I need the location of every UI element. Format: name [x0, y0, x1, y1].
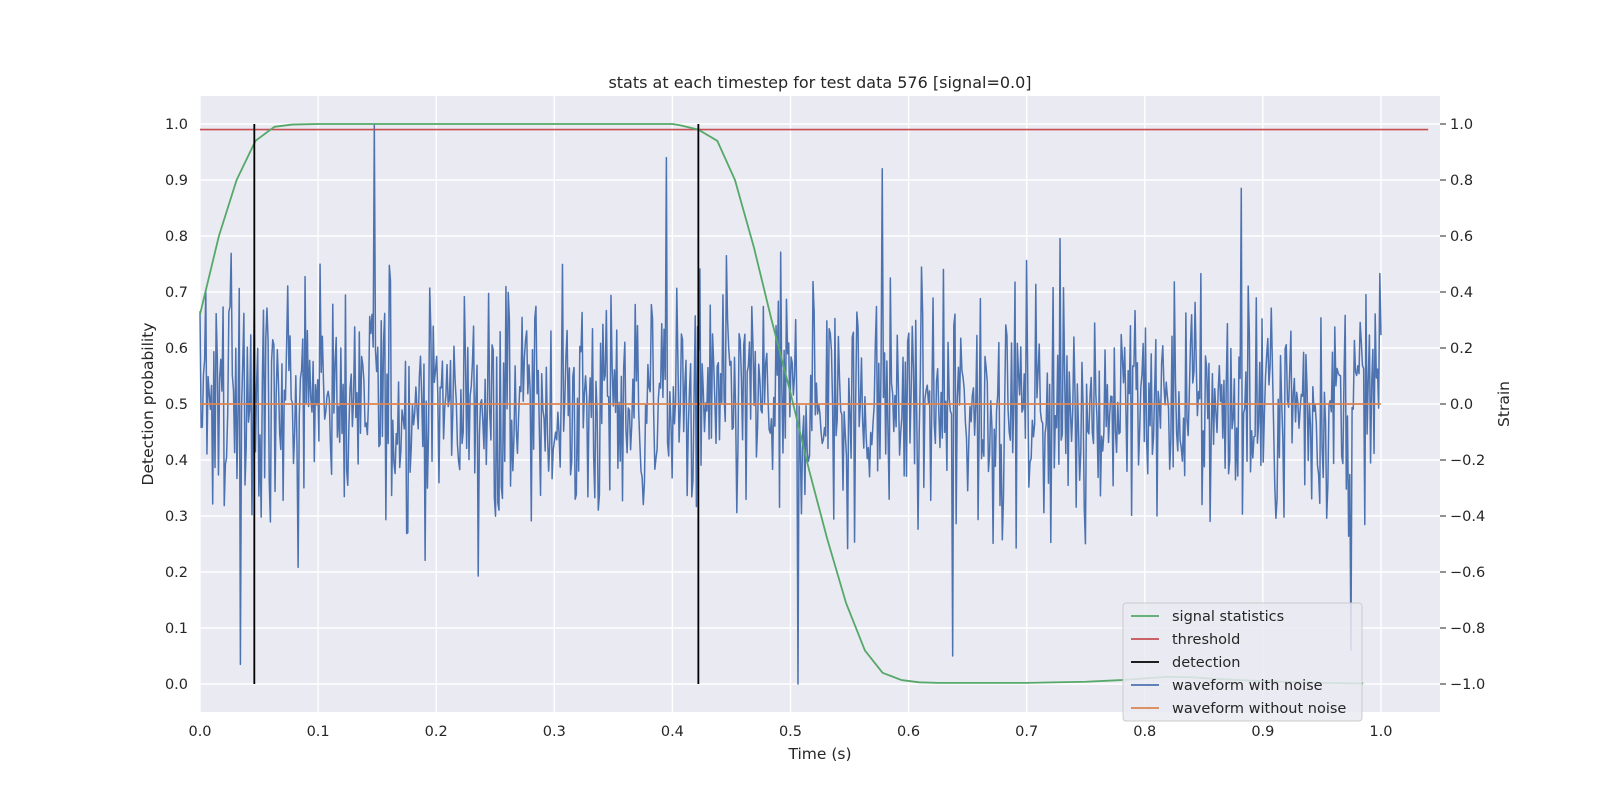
y-right-tick-label: −1.0: [1450, 677, 1485, 693]
x-tick-label: 0.8: [1133, 724, 1156, 740]
y-right-tick-label: −0.2: [1450, 453, 1485, 469]
y-tick-label: 0.7: [165, 285, 188, 301]
y-tick-label: 0.5: [165, 397, 188, 413]
y-right-tick-label: 0.0: [1450, 397, 1473, 413]
y-axis-right-label: Strain: [1495, 381, 1513, 427]
chart-title: stats at each timestep for test data 576…: [608, 73, 1031, 92]
y-right-tick-label: 0.8: [1450, 173, 1473, 189]
x-tick-label: 0.7: [1015, 724, 1038, 740]
legend-box: [1122, 602, 1363, 722]
y-tick-label: 0.0: [165, 677, 188, 693]
x-tick-label: 1.0: [1369, 724, 1392, 740]
y-right-tick-label: 1.0: [1450, 117, 1473, 133]
legend-label-waveform-with-noise: waveform with noise: [1172, 678, 1323, 694]
y-right-tick-label: −0.6: [1450, 565, 1485, 581]
x-tick-label: 0.3: [543, 724, 566, 740]
y-right-tick-label: −0.8: [1450, 621, 1485, 637]
y-right-tick-label: −0.4: [1450, 509, 1485, 525]
y-right-tick-label: 0.4: [1450, 285, 1473, 301]
x-tick-label: 0.2: [425, 724, 448, 740]
legend-label-signal-statistics: signal statistics: [1172, 609, 1284, 625]
y-tick-label: 0.1: [165, 621, 188, 637]
x-tick-label: 0.0: [188, 724, 211, 740]
y-tick-label: 0.3: [165, 509, 188, 525]
x-tick-label: 0.1: [307, 724, 330, 740]
x-tick-label: 0.5: [779, 724, 802, 740]
y-tick-label: 0.6: [165, 341, 188, 357]
y-tick-label: 0.4: [165, 453, 188, 469]
y-tick-label: 1.0: [165, 117, 188, 133]
waveform-with-noise-layer: [199, 123, 1382, 685]
y-right-tick-label: 0.6: [1450, 229, 1473, 245]
legend: signal statistics threshold detection wa…: [1122, 602, 1363, 722]
y-tick-label: 0.2: [165, 565, 188, 581]
legend-label-waveform-without-noise: waveform without noise: [1172, 701, 1346, 717]
x-axis-label: Time (s): [787, 745, 851, 763]
y-tick-label: 0.8: [165, 229, 188, 245]
legend-label-threshold: threshold: [1172, 632, 1240, 648]
y-right-tick-label: 0.2: [1450, 341, 1473, 357]
legend-label-detection: detection: [1172, 655, 1240, 671]
x-tick-label: 0.9: [1251, 724, 1274, 740]
x-tick-label: 0.4: [661, 724, 684, 740]
x-tick-label: 0.6: [897, 724, 920, 740]
tick-labels: 0.0 0.1 0.2 0.3 0.4 0.5 0.6 0.7 0.8 0.9 1.0 0.0 0.1 0…: [165, 117, 1485, 740]
series-waveform-with-noise: [199, 123, 1382, 685]
y-tick-label: 0.9: [165, 173, 188, 189]
y-axis-label: Detection probability: [139, 323, 157, 486]
